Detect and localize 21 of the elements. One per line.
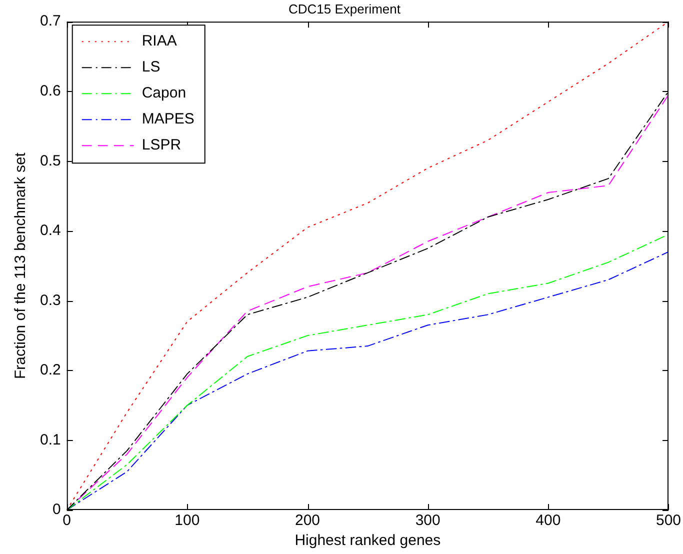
chart-title: CDC15 Experiment <box>288 1 401 16</box>
x-axis-title: Highest ranked genes <box>294 532 441 550</box>
legend-label: MAPES <box>142 110 194 128</box>
x-tick-label: 200 <box>294 512 320 530</box>
legend-label: LSPR <box>142 136 182 154</box>
y-tick-label: 0.1 <box>40 431 61 448</box>
y-tick-label: 0.7 <box>40 12 61 30</box>
y-tick-label: 0.6 <box>40 82 61 100</box>
x-tick-label: 300 <box>415 512 440 530</box>
x-tick-label: 400 <box>536 512 561 530</box>
y-tick-label: 0 <box>52 501 61 518</box>
y-tick-label: 0.4 <box>40 222 61 240</box>
legend-label: Capon <box>142 84 186 102</box>
x-tick-label: 500 <box>656 512 681 530</box>
y-tick-label: 0.2 <box>40 362 61 379</box>
legend-label: LS <box>142 58 160 76</box>
y-axis-title: Fraction of the 113 benchmark set <box>12 152 30 380</box>
y-tick-label: 0.5 <box>40 152 61 170</box>
legend-label: RIAA <box>142 32 177 50</box>
y-tick-label: 0.3 <box>40 292 61 309</box>
x-tick-label: 100 <box>174 512 200 530</box>
